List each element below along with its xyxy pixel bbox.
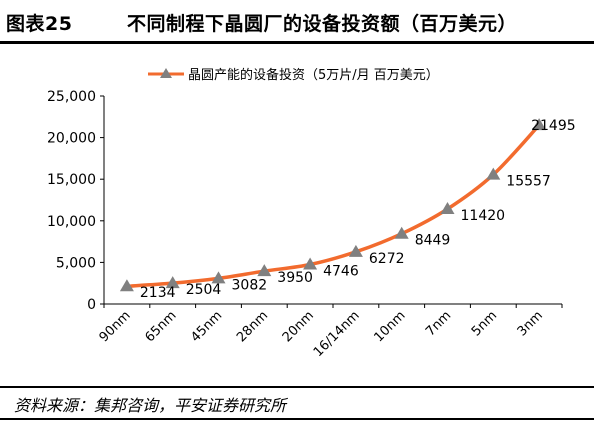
y-tick-label: 0 [87, 297, 96, 313]
data-label: 2134 [140, 285, 176, 301]
data-point-marker [440, 201, 455, 214]
data-point-marker [211, 271, 226, 284]
figure-footer: 资料来源：集邦咨询，平安证券研究所 [0, 384, 594, 441]
y-tick-label: 5,000 [56, 255, 96, 271]
footer-rule-bottom [0, 418, 594, 420]
footer-rule-top [0, 386, 594, 388]
data-point-marker [486, 167, 501, 180]
legend-triangle-marker [160, 68, 172, 78]
data-label: 6272 [369, 251, 405, 267]
x-tick-label: 5nm [469, 308, 500, 339]
data-label: 21495 [531, 118, 576, 134]
y-axis: 0 5,000 10,000 15,000 20,000 25,000 [47, 89, 105, 313]
x-tick-label: 45nm [188, 308, 225, 345]
data-series: 2134 2504 3082 3950 4746 6272 8449 11420 15557 21… [119, 118, 576, 301]
data-point-marker [119, 279, 134, 292]
x-tick-label: 20nm [280, 308, 317, 345]
data-point-marker [165, 276, 180, 289]
data-label: 3950 [277, 270, 313, 286]
data-label: 2504 [186, 282, 222, 298]
figure-header: 图表25 不同制程下晶圆厂的设备投资额（百万美元） [0, 0, 594, 44]
source-note: 资料来源：集邦咨询，平安证券研究所 [14, 396, 287, 415]
x-tick-label: 10nm [371, 308, 408, 345]
chart-legend: 晶圆产能的设备投资（5万片/月 百万美元） [148, 67, 439, 83]
x-tick-label: 7nm [423, 308, 454, 339]
x-tick-label: 3nm [515, 308, 546, 339]
data-label: 8449 [415, 233, 451, 249]
data-point-marker [348, 244, 363, 257]
data-point-marker [532, 118, 547, 131]
series-line [126, 123, 541, 288]
data-point-marker [303, 257, 318, 270]
data-label: 4746 [323, 264, 359, 280]
data-point-marker [394, 226, 409, 239]
data-label: 15557 [506, 174, 551, 190]
line-chart: 晶圆产能的设备投资（5万片/月 百万美元） 0 5,000 10,000 15,000… [47, 67, 576, 360]
figure-title: 不同制程下晶圆厂的设备投资额（百万美元） [127, 13, 518, 35]
figure-label: 图表25 [6, 13, 73, 35]
y-tick-label: 10,000 [47, 214, 96, 230]
data-point-marker [257, 264, 272, 277]
data-label: 3082 [232, 277, 268, 293]
header-rule [0, 41, 594, 44]
legend-label: 晶圆产能的设备投资（5万片/月 百万美元） [188, 67, 439, 83]
chart-area: 晶圆产能的设备投资（5万片/月 百万美元） 0 5,000 10,000 15,000… [0, 44, 594, 384]
y-tick-label: 20,000 [47, 131, 96, 147]
x-tick-label: 28nm [234, 308, 271, 345]
y-tick-label: 15,000 [47, 172, 96, 188]
x-tick-label: 90nm [97, 308, 134, 345]
x-tick-label: 65nm [142, 308, 179, 345]
data-label: 11420 [461, 208, 506, 224]
y-tick-label: 25,000 [47, 89, 96, 105]
x-tick-label: 16/14nm [311, 308, 363, 360]
